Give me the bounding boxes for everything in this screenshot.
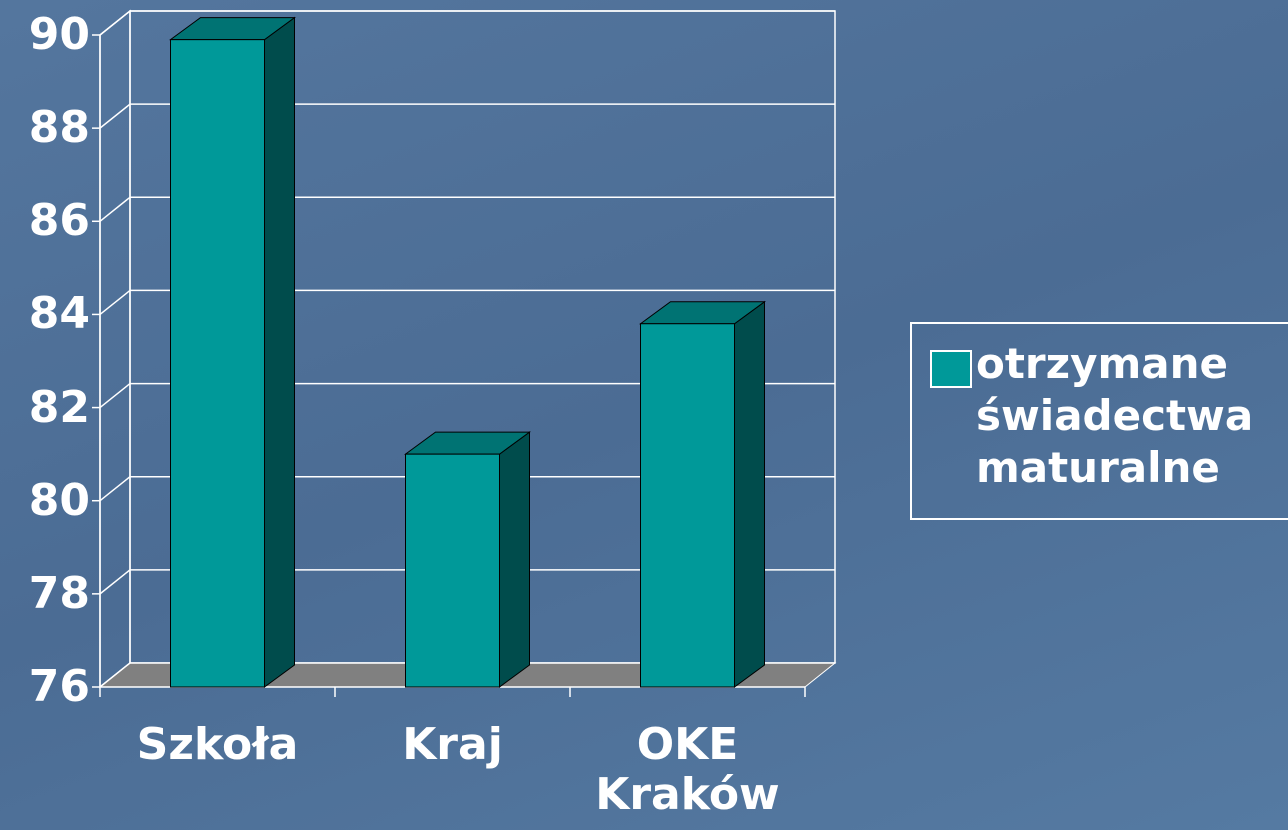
- grid-line-side: [99, 476, 131, 502]
- bar-side: [499, 431, 530, 688]
- bar: [170, 39, 265, 688]
- bar-side: [264, 16, 295, 688]
- bar: [640, 323, 735, 688]
- legend-label: otrzymane świadectwa maturalne: [976, 339, 1254, 492]
- y-tick-label: 84: [28, 288, 90, 340]
- y-tick-label: 78: [28, 567, 90, 619]
- y-tick-label: 88: [28, 102, 90, 154]
- y-tick-label: 82: [28, 381, 90, 433]
- legend-swatch: [930, 350, 972, 388]
- legend: otrzymane świadectwa maturalne: [910, 322, 1288, 520]
- bar: [405, 453, 500, 688]
- y-tick-label: 80: [28, 474, 90, 526]
- grid-line-side: [99, 289, 131, 316]
- y-tick-label: 90: [28, 9, 90, 60]
- bar-side: [734, 300, 765, 688]
- grid-line-side: [99, 382, 131, 409]
- grid-line-side: [99, 569, 131, 595]
- grid-line-side: [99, 10, 131, 36]
- grid-line-side: [99, 103, 131, 129]
- x-tick-label: Kraj: [402, 719, 503, 770]
- y-tick-label: 76: [28, 661, 90, 712]
- grid-line-side: [99, 662, 131, 688]
- y-tick-label: 86: [28, 195, 90, 247]
- x-tick-label: OKE Kraków: [595, 719, 780, 820]
- side-wall: [99, 9, 131, 689]
- grid-line-side: [99, 196, 131, 222]
- x-tick-label: Szkoła: [136, 719, 299, 770]
